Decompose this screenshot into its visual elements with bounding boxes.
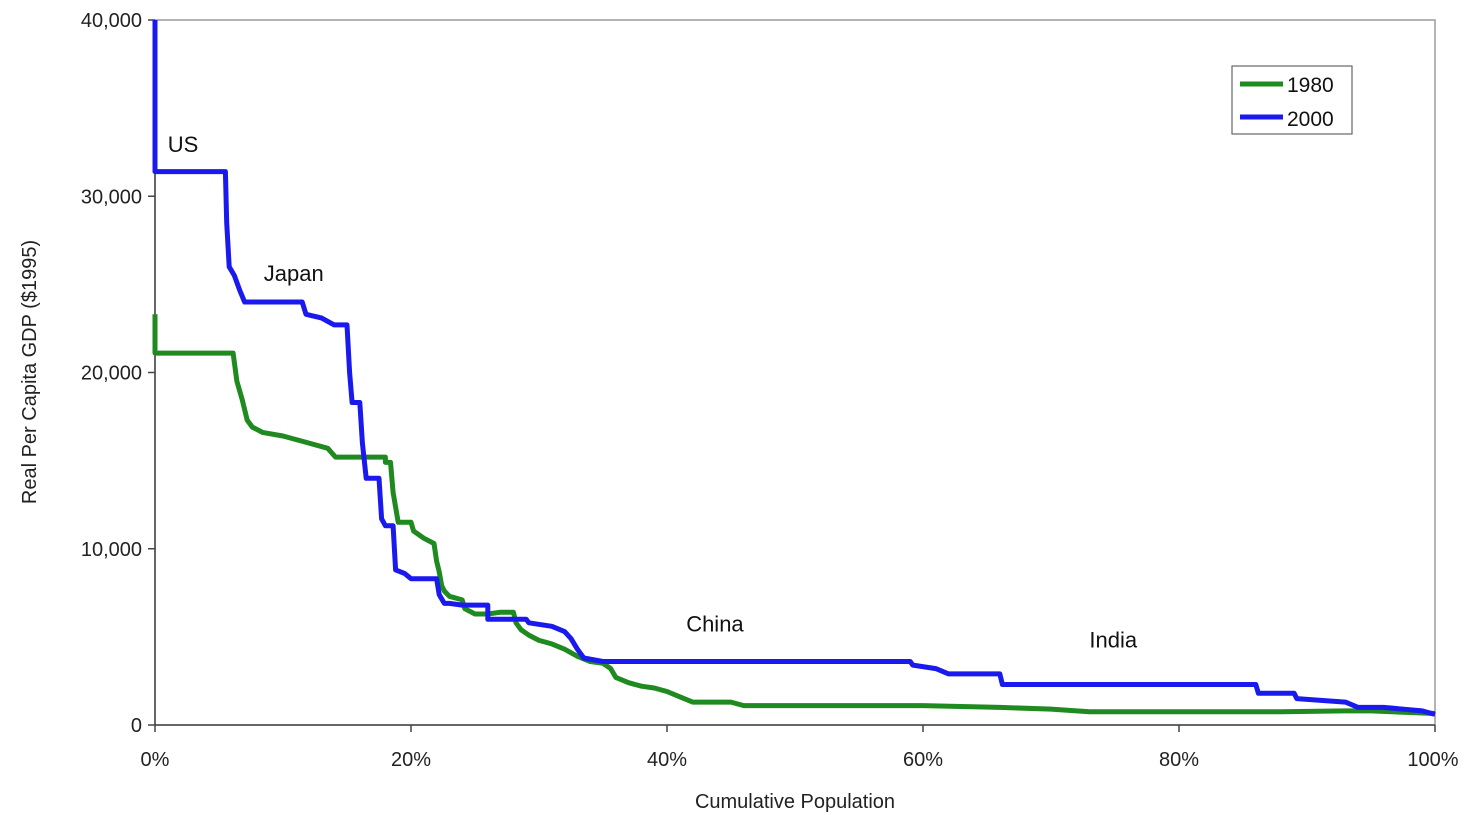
y-tick-label: 40,000 [81, 10, 142, 32]
y-tick-label: 0 [131, 715, 142, 737]
annotation-layer: US Japan China India [168, 132, 1138, 652]
y-tick-label: 20,000 [81, 363, 142, 385]
x-tick-label: 0% [141, 749, 170, 771]
x-tick-label: 80% [1159, 749, 1199, 771]
legend-label-1980: 1980 [1287, 74, 1334, 97]
x-axis-title: Cumulative Population [695, 791, 895, 813]
y-axis-title: Real Per Capita GDP ($1995) [19, 240, 41, 504]
annotation-india: India [1089, 627, 1137, 652]
series-line-1980 [152, 314, 1436, 716]
x-tick-label: 40% [647, 749, 687, 771]
annotation-china: China [686, 612, 744, 637]
series-line-2000 [152, 20, 1436, 717]
series-layer [152, 20, 1436, 717]
legend: 1980 2000 [1231, 65, 1353, 135]
x-tick-label: 100% [1407, 749, 1458, 771]
legend-label-2000: 2000 [1287, 108, 1334, 131]
x-tick-label: 60% [903, 749, 943, 771]
legend-box [1231, 65, 1353, 135]
annotation-us: US [168, 132, 199, 157]
ticks-layer: 0 10,000 20,000 30,000 40,000 0% 20% 40% 60% 80% 1… [81, 10, 1459, 771]
x-tick-label: 20% [391, 749, 431, 771]
y-tick-label: 10,000 [81, 539, 142, 561]
y-tick-label: 30,000 [81, 186, 142, 208]
annotation-japan: Japan [264, 261, 324, 286]
